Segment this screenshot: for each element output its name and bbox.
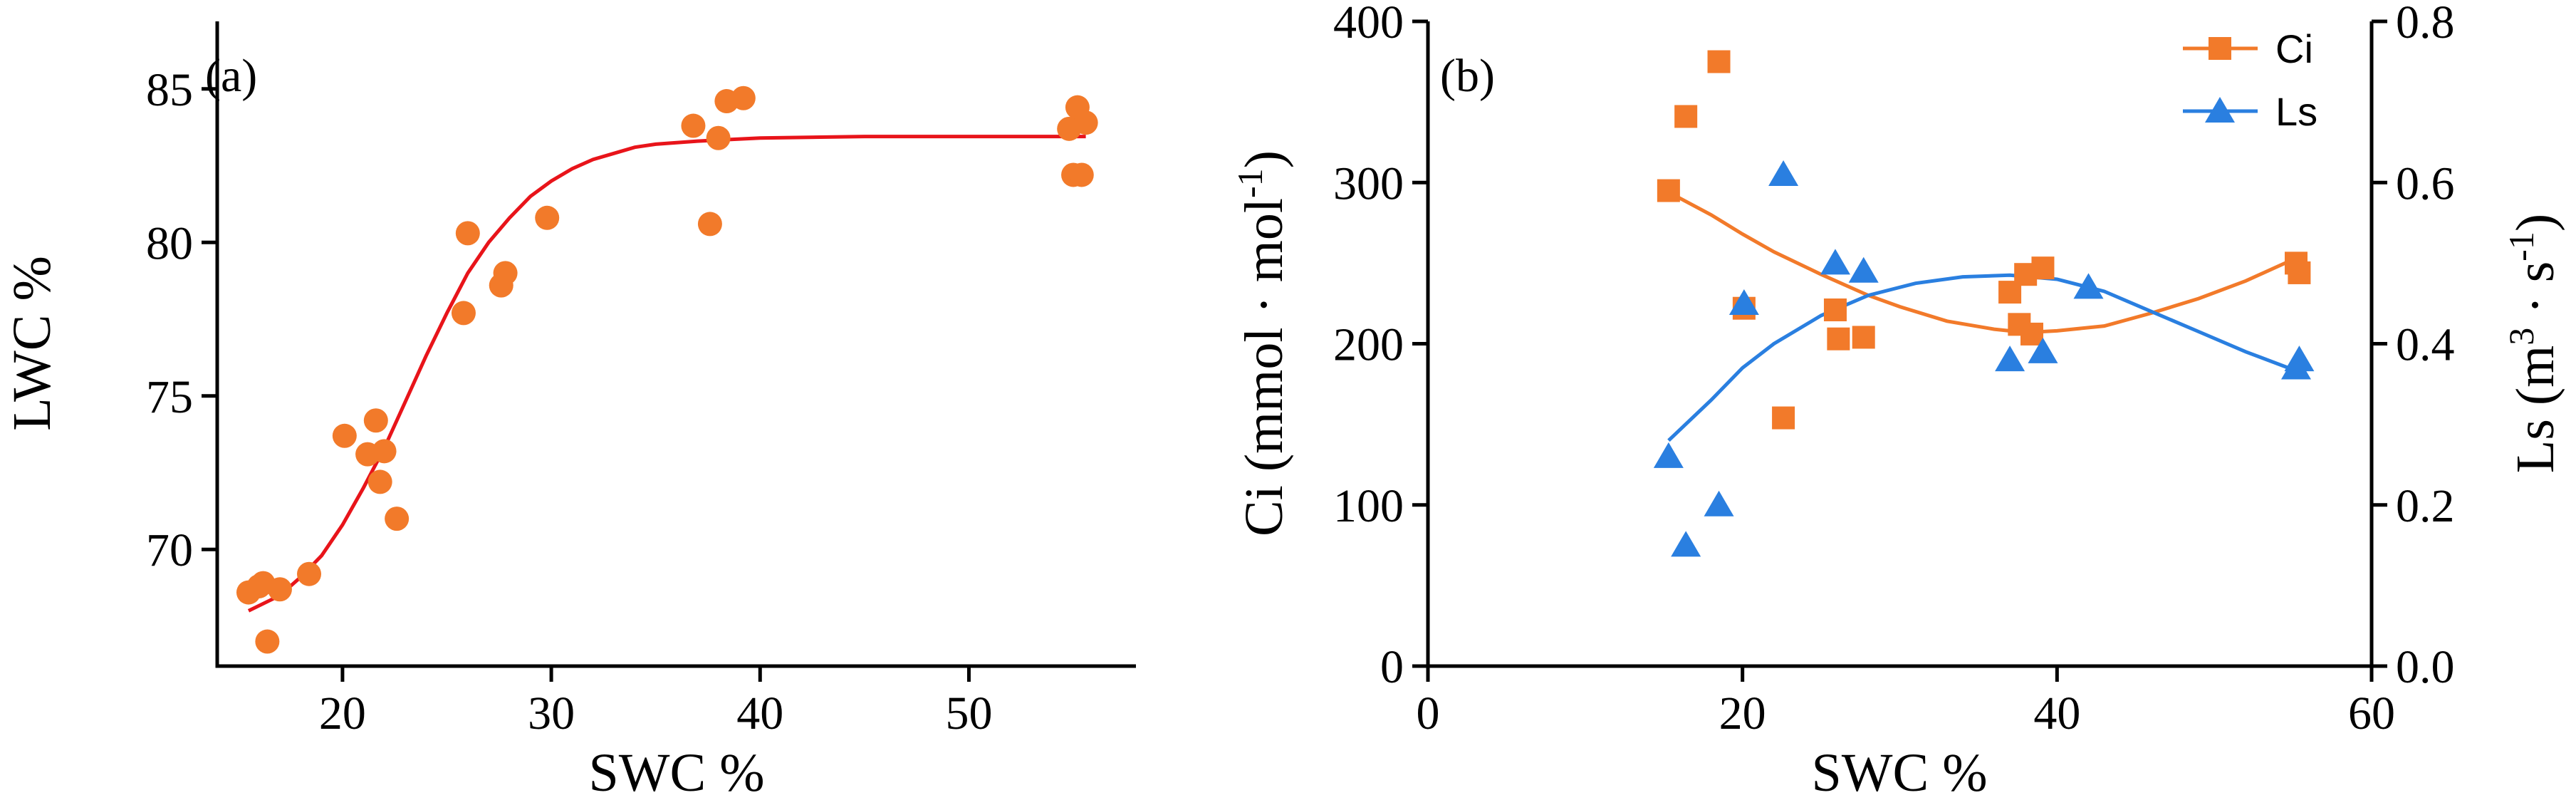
panel-a-point <box>451 301 476 326</box>
panel-b-fit-ls <box>1667 273 2300 442</box>
panel-a-y-tick-label: 70 <box>146 524 193 576</box>
panel-a-x-axis-title: SWC % <box>589 743 765 803</box>
panel-a-x-tick-label: 40 <box>736 687 783 739</box>
panel-b-point-ls <box>1768 160 1799 186</box>
panel-b-point-ci <box>1772 406 1795 430</box>
panel-b-left-y-tick-label: 300 <box>1333 157 1404 209</box>
left-y-title-main: Ci (mmol · mol <box>1234 198 1294 536</box>
panel-b-x-tick-label: 60 <box>2348 687 2395 739</box>
panel-a-point <box>493 261 518 286</box>
panel-a-point <box>332 423 357 448</box>
panel-a-y-ticks: 70 75 80 85 <box>146 64 217 576</box>
panel-b-point-ci <box>1674 105 1698 128</box>
panel-b-left-y-axis-title: Ci (mmol · mol-1) <box>1230 150 1294 536</box>
panel-a-point <box>367 469 392 494</box>
left-y-title-sup: -1 <box>1230 168 1270 198</box>
panel-a: 20 30 40 50 70 75 80 85 (a) SWC % LWC % <box>2 21 1136 803</box>
panel-b-marks <box>1653 50 2315 557</box>
panel-a-x-ticks: 20 30 40 50 <box>319 666 992 739</box>
panel-b-point-ls <box>1671 531 1701 557</box>
panel-b-point-ls <box>1820 249 1850 275</box>
panel-b-point-ls <box>1704 490 1734 516</box>
panel-a-fit-curve <box>247 135 1086 613</box>
legend-label-ci: Ci <box>2275 26 2313 71</box>
panel-b-left-y-ticks: 0 100 200 300 400 <box>1333 0 1428 693</box>
panel-b-left-y-tick-label: 200 <box>1333 319 1404 371</box>
panel-b-point-ci <box>1827 327 1850 351</box>
panel-b-point-ci <box>2020 322 2043 346</box>
panel-a-y-axis-title: LWC % <box>2 256 62 431</box>
panel-a-point <box>535 205 560 230</box>
panel-a-point <box>267 577 292 602</box>
panel-b-x-tick-label: 40 <box>2033 687 2080 739</box>
panel-b-right-y-ticks: 0.0 0.2 0.4 0.6 0.8 <box>2372 0 2455 693</box>
panel-b-right-y-tick-label: 0.8 <box>2396 0 2455 48</box>
panel-b-x-tick-label: 0 <box>1417 687 1440 739</box>
panel-b-point-ls <box>1728 289 1759 315</box>
panel-b-point-ls <box>1848 256 1879 283</box>
panel-b-point-ci <box>1823 298 1847 321</box>
panel-a-point <box>372 439 397 464</box>
panel-b-left-y-tick-label: 0 <box>1380 641 1404 693</box>
panel-a-x-tick-label: 30 <box>528 687 575 739</box>
panel-a-y-tick-label: 85 <box>146 64 193 116</box>
panel-a-axis-frame <box>215 21 1136 668</box>
panel-b-left-y-tick-label: 400 <box>1333 0 1404 48</box>
panel-b-right-y-tick-label: 0.4 <box>2396 319 2455 371</box>
panel-b-fit-ci <box>1667 190 2300 335</box>
panel-a-y-tick-label: 75 <box>146 371 193 423</box>
right-y-title-mid: · s <box>2505 261 2565 328</box>
panel-b-left-y-tick-label: 100 <box>1333 480 1404 532</box>
panel-b-right-y-tick-label: 0.0 <box>2396 641 2455 693</box>
panel-a-y-tick-label: 80 <box>146 217 193 269</box>
panel-a-point <box>697 212 722 237</box>
panel-b-point-ci <box>1852 326 1875 349</box>
panel-b-point-ci <box>2031 256 2055 280</box>
panel-b-right-y-tick-label: 0.6 <box>2396 157 2455 209</box>
panel-a-point <box>363 408 388 433</box>
panel-a-point <box>1069 162 1094 187</box>
left-y-title-end: ) <box>1234 150 1294 168</box>
panel-b-right-y-axis-title: Ls (m3 · s-1) <box>2501 214 2565 473</box>
panel-b-legend: Ci Ls <box>2183 26 2317 134</box>
legend-marker-ls <box>2205 97 2235 123</box>
panel-a-point <box>731 85 756 110</box>
panel-b-label: (b) <box>1440 50 1495 102</box>
panel-a-point <box>455 221 480 246</box>
panel-b-x-ticks: 0 20 40 60 <box>1417 666 2395 739</box>
panel-b-point-ls <box>2028 337 2058 363</box>
legend-label-ls: Ls <box>2275 89 2317 134</box>
legend-marker-ci <box>2209 37 2231 60</box>
right-y-title-main: Ls (m <box>2505 346 2565 473</box>
panel-b-x-axis-title: SWC % <box>1812 743 1988 803</box>
panel-b-right-y-tick-label: 0.2 <box>2396 480 2455 532</box>
panel-b-point-ls <box>1995 346 2025 372</box>
panel-b-point-ls <box>2073 273 2104 299</box>
panel-a-point <box>706 125 731 150</box>
panel-a-label: (a) <box>205 50 257 102</box>
panel-a-point <box>681 113 706 138</box>
panel-a-point <box>297 561 321 586</box>
panel-b: 0 20 40 60 0 100 200 300 400 0.0 0.2 0.4 0.6 0.8 (b… <box>1230 0 2565 803</box>
right-y-title-end: ) <box>2505 214 2565 232</box>
panel-a-point <box>255 629 280 654</box>
panel-a-marks <box>236 85 1098 654</box>
panel-b-point-ci <box>2288 261 2311 284</box>
panel-a-point <box>1073 110 1098 135</box>
panel-b-x-tick-label: 20 <box>1719 687 1766 739</box>
right-y-title-sup: 3 <box>2501 328 2541 346</box>
right-y-title-sup2: -1 <box>2501 232 2541 261</box>
panel-b-point-ls <box>1653 442 1684 468</box>
panel-b-point-ci <box>1707 50 1731 73</box>
panel-a-point <box>385 507 410 531</box>
panel-a-x-tick-label: 50 <box>945 687 992 739</box>
panel-b-point-ci <box>1657 179 1680 202</box>
panel-a-x-tick-label: 20 <box>319 687 366 739</box>
panel-b-point-ls <box>2284 346 2315 372</box>
